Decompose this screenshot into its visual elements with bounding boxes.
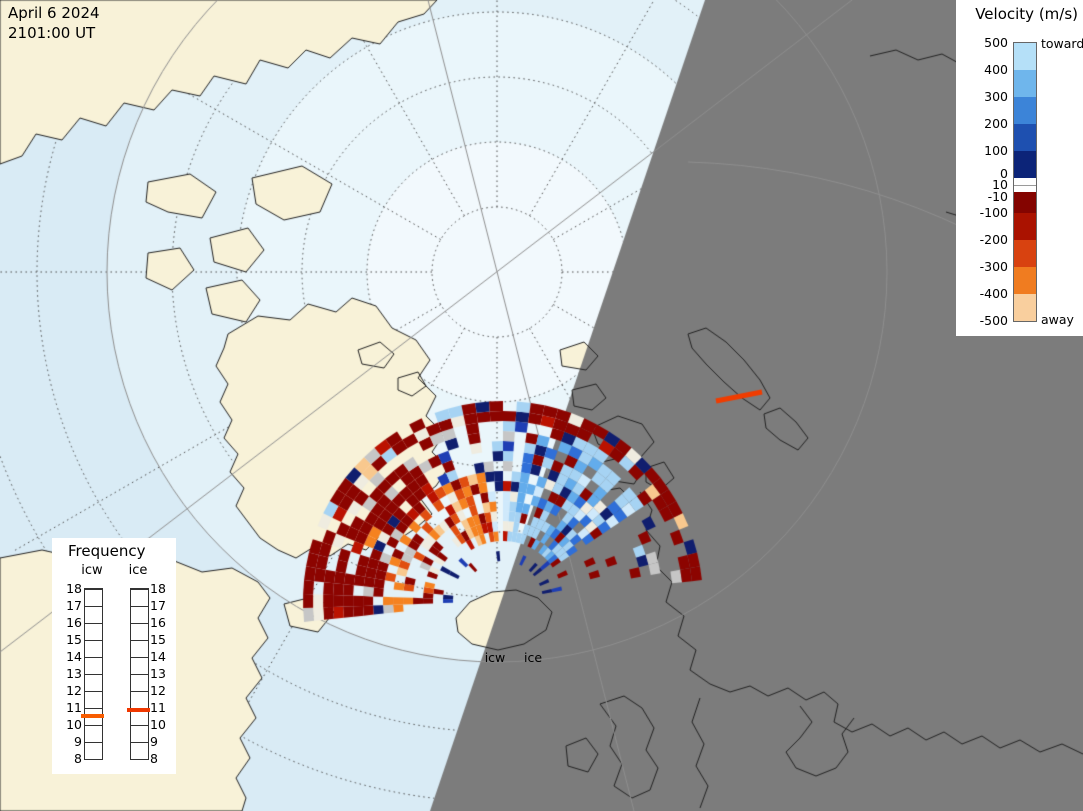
frequency-column-label-ice: ice [128, 563, 148, 578]
velocity-legend-title: Velocity (m/s) [975, 5, 1078, 23]
frequency-tick-label: 18 [66, 581, 82, 596]
frequency-tick-label: 17 [66, 598, 82, 613]
frequency-tick-line [131, 623, 148, 624]
velocity-colorbar-segment [1014, 192, 1036, 213]
velocity-tick-label: -400 [979, 286, 1008, 301]
velocity-tick-label: 500 [984, 35, 1008, 50]
frequency-marker-ice [127, 708, 150, 713]
radar-site-label-icw: icw [484, 650, 506, 665]
frequency-tick-line [131, 640, 148, 641]
frequency-tick-label: 8 [150, 751, 158, 766]
frequency-tick-label: 16 [66, 615, 82, 630]
velocity-tick-label: 100 [984, 143, 1008, 158]
away-label: away [1041, 312, 1074, 327]
frequency-tick-label: 14 [66, 649, 82, 664]
velocity-zero-line [1014, 185, 1036, 186]
frequency-tick-line [131, 725, 148, 726]
frequency-tick-label: 15 [150, 632, 166, 647]
velocity-tick-label: -10 [987, 189, 1008, 204]
frequency-marker-icw [81, 714, 104, 719]
radar-site-label-ice: ice [523, 650, 543, 665]
velocity-colorbar-segment [1014, 267, 1036, 294]
frequency-tick-line [131, 691, 148, 692]
frequency-tick-label: 11 [66, 700, 82, 715]
velocity-tick-label: -100 [979, 205, 1008, 220]
frequency-tick-line [85, 674, 102, 675]
frequency-tick-label: 10 [66, 717, 82, 732]
velocity-tick-label: 300 [984, 89, 1008, 104]
frequency-tick-label: 12 [150, 683, 166, 698]
velocity-colorbar [1013, 42, 1037, 322]
velocity-colorbar-segment [1014, 294, 1036, 321]
frequency-tick-line [131, 742, 148, 743]
date-label: April 6 2024 [8, 4, 100, 22]
frequency-tick-line [85, 657, 102, 658]
frequency-bar-ice [130, 588, 149, 760]
frequency-tick-label: 14 [150, 649, 166, 664]
velocity-tick-label: 10 [992, 177, 1008, 192]
frequency-tick-line [85, 589, 102, 590]
frequency-tick-line [131, 589, 148, 590]
frequency-tick-line [85, 640, 102, 641]
frequency-tick-label: 11 [150, 700, 166, 715]
toward-label: toward [1041, 36, 1083, 51]
velocity-colorbar-segment [1014, 43, 1036, 70]
frequency-panel-title: Frequency [68, 542, 146, 560]
frequency-tick-label: 18 [150, 581, 166, 596]
velocity-colorbar-segment [1014, 151, 1036, 178]
velocity-tick-label: 200 [984, 116, 1008, 131]
frequency-tick-label: 16 [150, 615, 166, 630]
frequency-tick-label: 13 [66, 666, 82, 681]
frequency-tick-line [131, 759, 148, 760]
velocity-tick-label: -200 [979, 232, 1008, 247]
velocity-legend: Velocity (m/s) toward away 500 400 300 200 1… [956, 0, 1083, 336]
velocity-tick-label: 400 [984, 62, 1008, 77]
frequency-tick-line [131, 606, 148, 607]
velocity-tick-label: -300 [979, 259, 1008, 274]
frequency-tick-line [131, 674, 148, 675]
frequency-tick-line [131, 657, 148, 658]
frequency-tick-line [85, 759, 102, 760]
time-label: 2101:00 UT [8, 23, 96, 42]
frequency-bar-icw [84, 588, 103, 760]
frequency-tick-label: 9 [74, 734, 82, 749]
velocity-colorbar-segment [1014, 70, 1036, 97]
frequency-column-label-icw: icw [81, 563, 103, 578]
frequency-tick-label: 13 [150, 666, 166, 681]
frequency-tick-line [85, 742, 102, 743]
frequency-tick-label: 8 [74, 751, 82, 766]
frequency-tick-label: 10 [150, 717, 166, 732]
frequency-tick-line [85, 623, 102, 624]
frequency-tick-label: 9 [150, 734, 158, 749]
frequency-tick-line [85, 606, 102, 607]
frequency-tick-line [85, 691, 102, 692]
velocity-tick-label: 0 [1000, 166, 1008, 181]
frequency-panel: Frequency icw ice 18 17 16 15 14 13 12 11 10 9 8 18… [52, 538, 176, 774]
velocity-tick-label: -500 [979, 313, 1008, 328]
frequency-tick-label: 15 [66, 632, 82, 647]
velocity-colorbar-segment [1014, 97, 1036, 124]
velocity-colorbar-segment [1014, 213, 1036, 240]
velocity-colorbar-segment [1014, 240, 1036, 267]
frequency-tick-label: 12 [66, 683, 82, 698]
timestamp: April 6 2024 2101:00 UT [8, 4, 100, 43]
frequency-tick-line [85, 725, 102, 726]
frequency-tick-line [85, 708, 102, 709]
frequency-tick-label: 17 [150, 598, 166, 613]
velocity-colorbar-segment [1014, 124, 1036, 151]
